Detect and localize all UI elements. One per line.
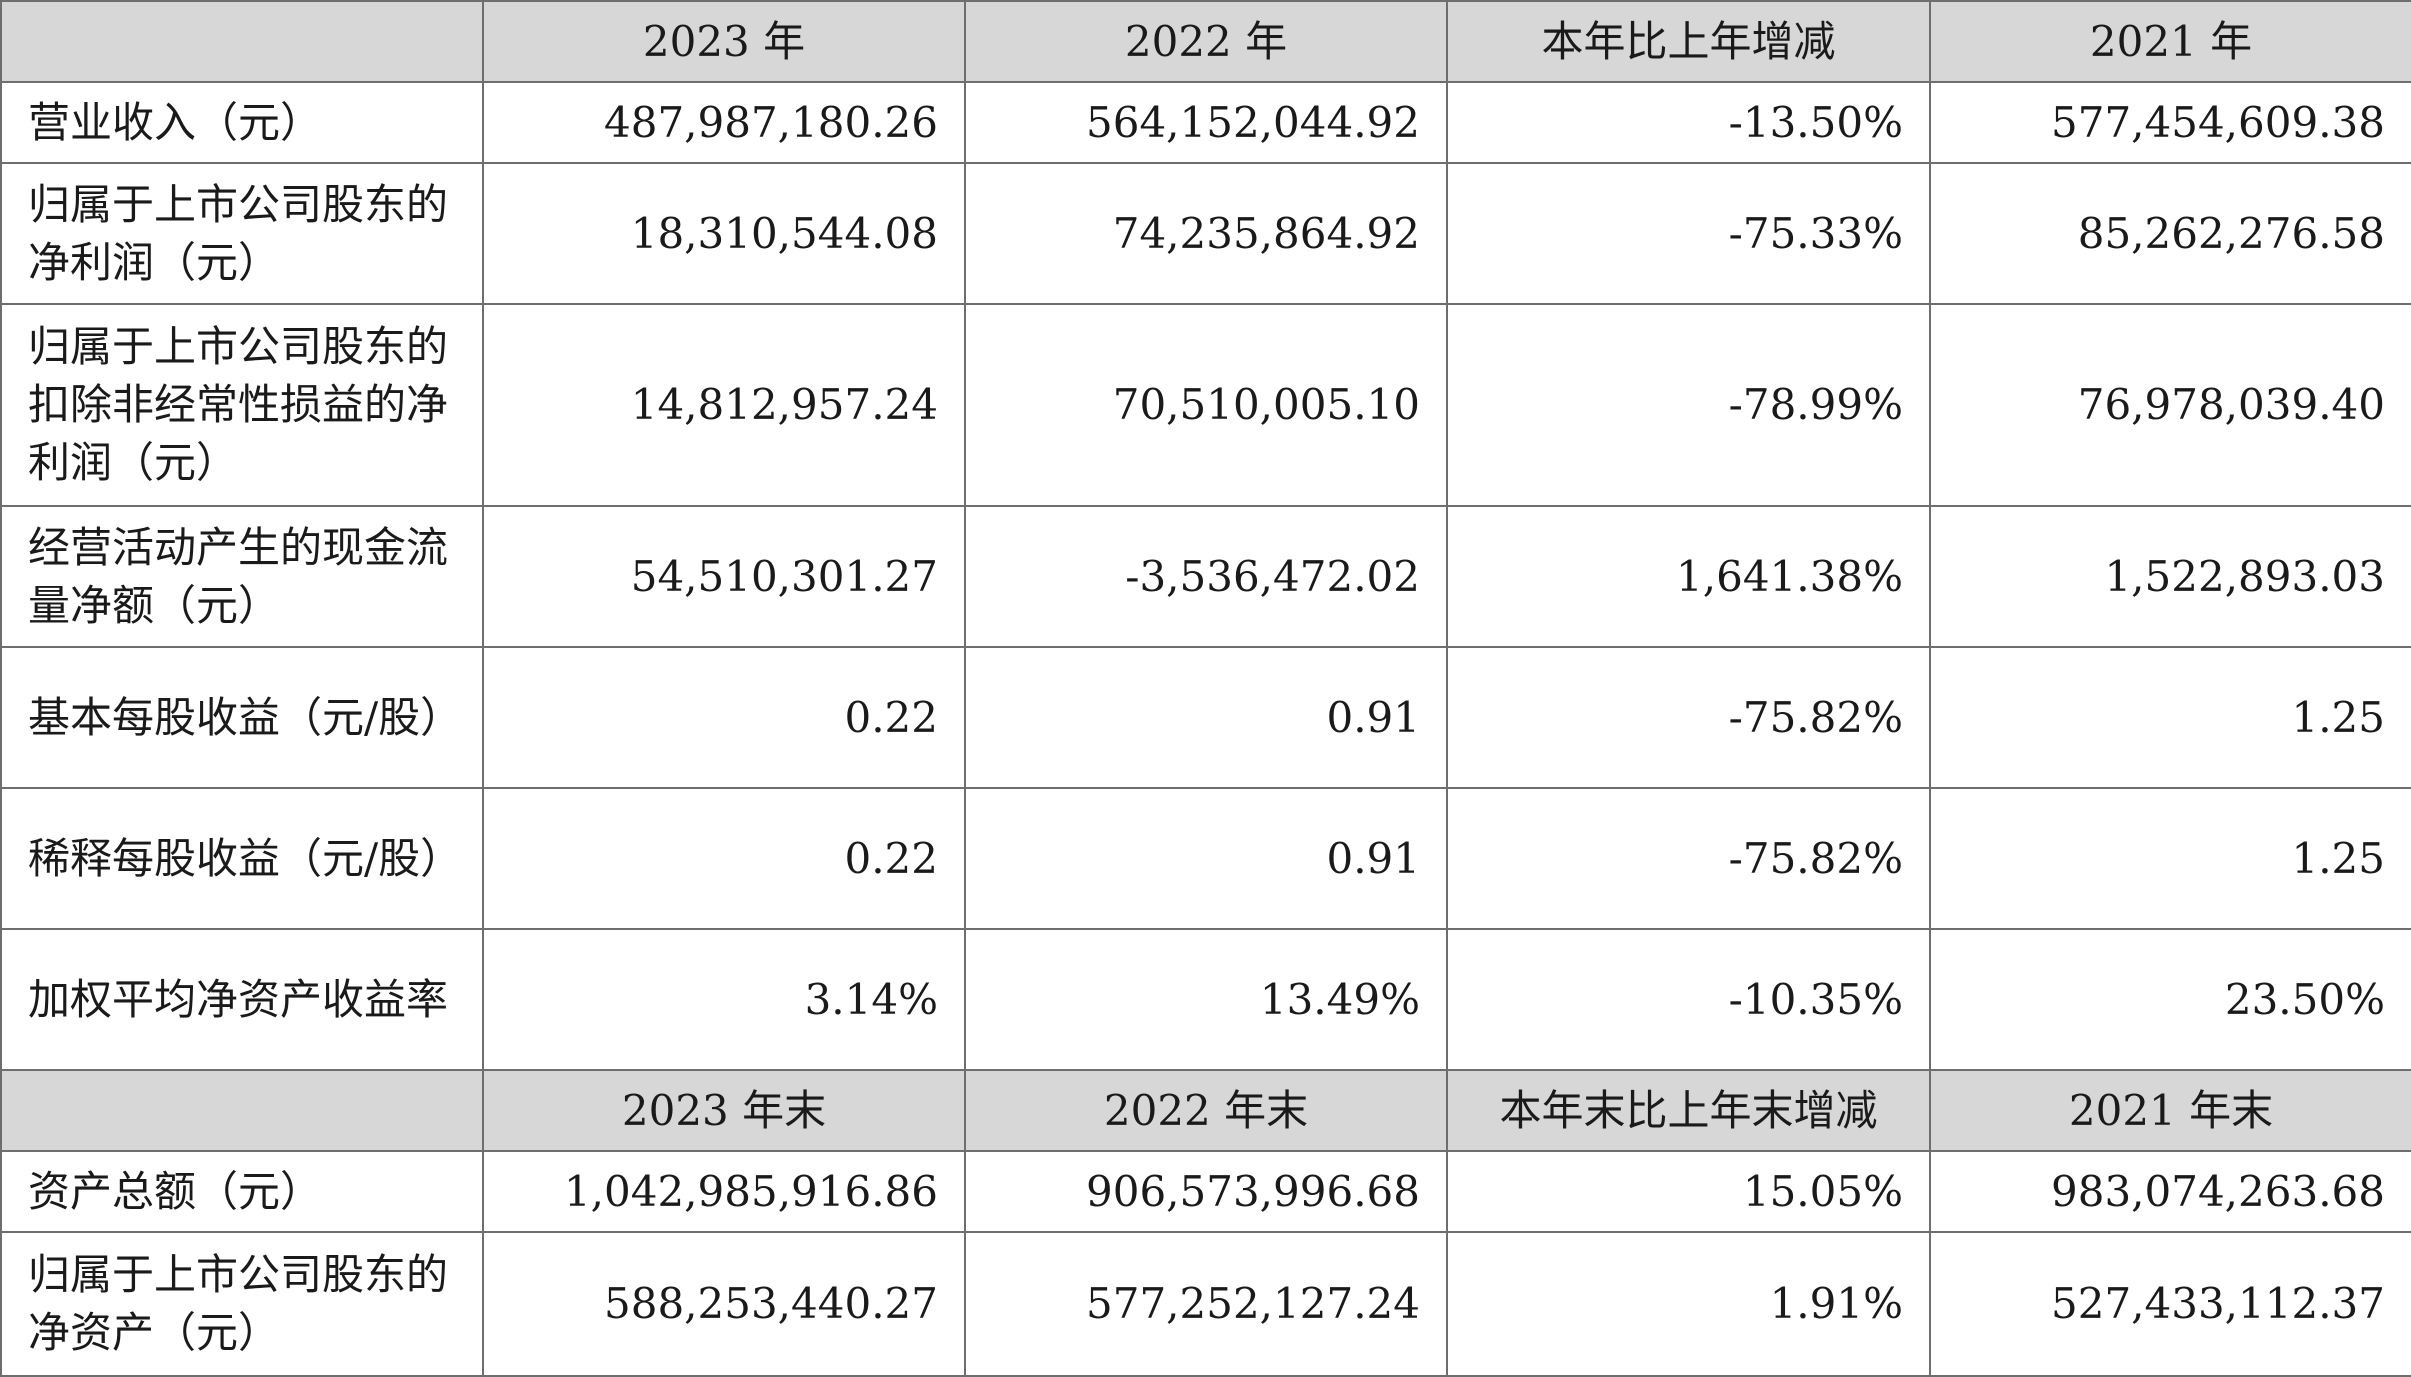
header-cell-blank [0, 1069, 484, 1152]
value-2023: 54,510,301.27 [482, 505, 966, 648]
value-2022: -3,536,472.02 [964, 505, 1448, 648]
header-cell-blank [0, 0, 484, 83]
header-cell-2022: 2022 年 [964, 0, 1448, 83]
header-cell-2023: 2023 年 [482, 0, 966, 83]
value-2022: 564,152,044.92 [964, 81, 1448, 164]
table-row-revenue: 营业收入（元） 487,987,180.26 564,152,044.92 -1… [0, 81, 2411, 164]
value-2023: 3.14% [482, 928, 966, 1071]
header-cell-yoy-end-change: 本年末比上年末增减 [1446, 1069, 1931, 1152]
value-2022: 0.91 [964, 787, 1448, 930]
value-change: -75.82% [1446, 646, 1931, 789]
value-2021: 1.25 [1929, 787, 2411, 930]
row-label: 归属于上市公司股东的扣除非经常性损益的净利润（元） [0, 303, 484, 507]
header-cell-2022-end: 2022 年末 [964, 1069, 1448, 1152]
value-change: 15.05% [1446, 1150, 1931, 1233]
table-row-weighted-roe: 加权平均净资产收益率 3.14% 13.49% -10.35% 23.50% [0, 928, 2411, 1071]
value-change: -13.50% [1446, 81, 1931, 164]
row-label: 经营活动产生的现金流量净额（元） [0, 505, 484, 648]
value-2021: 23.50% [1929, 928, 2411, 1071]
row-label: 营业收入（元） [0, 81, 484, 164]
value-2023: 0.22 [482, 787, 966, 930]
row-label: 归属于上市公司股东的净利润（元） [0, 162, 484, 305]
row-label: 稀释每股收益（元/股） [0, 787, 484, 930]
row-label: 加权平均净资产收益率 [0, 928, 484, 1071]
value-change: 1,641.38% [1446, 505, 1931, 648]
table-row-diluted-eps: 稀释每股收益（元/股） 0.22 0.91 -75.82% 1.25 [0, 787, 2411, 930]
value-2022: 13.49% [964, 928, 1448, 1071]
value-2021: 1,522,893.03 [1929, 505, 2411, 648]
value-2022-end: 577,252,127.24 [964, 1231, 1448, 1377]
table-row-net-profit-recurring: 归属于上市公司股东的扣除非经常性损益的净利润（元） 14,812,957.24 … [0, 303, 2411, 507]
value-2021: 76,978,039.40 [1929, 303, 2411, 507]
row-label: 资产总额（元） [0, 1150, 484, 1233]
value-2023: 0.22 [482, 646, 966, 789]
value-2023: 487,987,180.26 [482, 81, 966, 164]
value-2022: 0.91 [964, 646, 1448, 789]
value-2022-end: 906,573,996.68 [964, 1150, 1448, 1233]
value-2023: 18,310,544.08 [482, 162, 966, 305]
value-2022: 70,510,005.10 [964, 303, 1448, 507]
row-label: 归属于上市公司股东的净资产（元） [0, 1231, 484, 1377]
table-row-basic-eps: 基本每股收益（元/股） 0.22 0.91 -75.82% 1.25 [0, 646, 2411, 789]
header-row-annual: 2023 年 2022 年 本年比上年增减 2021 年 [0, 0, 2411, 83]
value-2021: 85,262,276.58 [1929, 162, 2411, 305]
value-2021-end: 983,074,263.68 [1929, 1150, 2411, 1233]
value-2021: 577,454,609.38 [1929, 81, 2411, 164]
table-row-operating-cash-flow: 经营活动产生的现金流量净额（元） 54,510,301.27 -3,536,47… [0, 505, 2411, 648]
table-row-net-profit: 归属于上市公司股东的净利润（元） 18,310,544.08 74,235,86… [0, 162, 2411, 305]
row-label: 基本每股收益（元/股） [0, 646, 484, 789]
value-change: -78.99% [1446, 303, 1931, 507]
value-change: -75.82% [1446, 787, 1931, 930]
value-2023-end: 1,042,985,916.86 [482, 1150, 966, 1233]
value-2023: 14,812,957.24 [482, 303, 966, 507]
header-cell-2021: 2021 年 [1929, 0, 2411, 83]
value-2021: 1.25 [1929, 646, 2411, 789]
value-2021-end: 527,433,112.37 [1929, 1231, 2411, 1377]
table-row-total-assets: 资产总额（元） 1,042,985,916.86 906,573,996.68 … [0, 1150, 2411, 1233]
table-row-net-assets: 归属于上市公司股东的净资产（元） 588,253,440.27 577,252,… [0, 1231, 2411, 1377]
value-2022: 74,235,864.92 [964, 162, 1448, 305]
header-row-year-end: 2023 年末 2022 年末 本年末比上年末增减 2021 年末 [0, 1069, 2411, 1152]
value-2023-end: 588,253,440.27 [482, 1231, 966, 1377]
value-change: 1.91% [1446, 1231, 1931, 1377]
value-change: -10.35% [1446, 928, 1931, 1071]
header-cell-2021-end: 2021 年末 [1929, 1069, 2411, 1152]
header-cell-2023-end: 2023 年末 [482, 1069, 966, 1152]
value-change: -75.33% [1446, 162, 1931, 305]
header-cell-yoy-change: 本年比上年增减 [1446, 0, 1931, 83]
